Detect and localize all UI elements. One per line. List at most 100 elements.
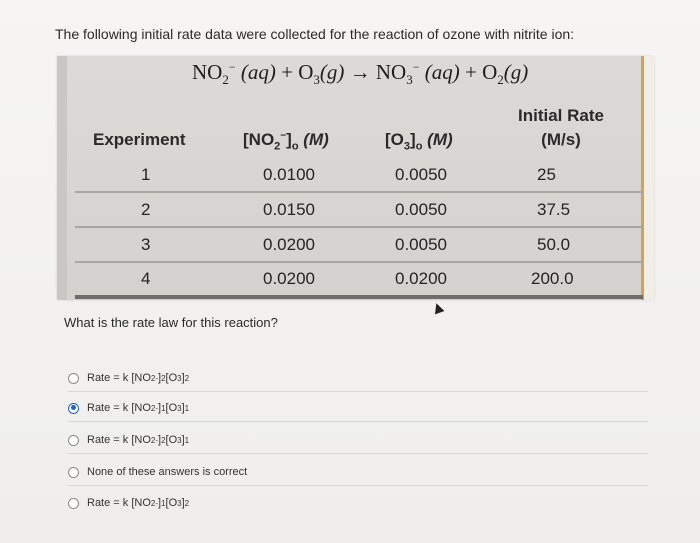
h: Initial Rate [518,106,604,125]
sup: 2 [184,498,190,508]
figure-right-edge [641,56,654,300]
cell-experiment: 4 [141,269,151,288]
reaction-equation: NO2− (aq) + O3(g) → NO3− (aq) + O2(g) [192,60,528,88]
mouse-pointer-icon [431,301,445,315]
radio-icon[interactable] [68,434,79,446]
sub: 3 [406,72,413,88]
reactant-ozone: O [298,60,314,84]
t: None of these answers is correct [87,466,248,478]
sup: − [228,60,236,74]
cell-no2: 0.0150 [263,200,315,219]
t: Rate = k [NO [87,497,151,509]
radio-icon[interactable] [68,466,79,478]
product-nitrate: NO [375,60,407,84]
table-row: 2 0.0150 0.0050 37.5 [75,193,643,228]
h: [O [385,130,404,149]
sub: 3 [177,435,182,445]
cell-rate: 50.0 [537,235,571,254]
choice-2[interactable]: Rate = k [NO 2-] 1 [O 3] 1 [68,395,648,422]
cell-o3: 0.0050 [395,165,447,184]
cell-no2: 0.0200 [263,269,315,288]
h: (M/s) [541,130,581,149]
plus: + [465,60,477,84]
sub: 3 [177,403,182,413]
cell-o3: 0.0050 [395,200,447,219]
sup: 2 [161,373,166,383]
table-row: 4 0.0200 0.0200 200.0 [75,262,643,299]
sup: - [155,403,159,413]
header-rate: Initial Rate (M/s) [505,106,617,150]
sup: 1 [161,498,166,508]
table-row: 3 0.0200 0.0050 50.0 [75,228,643,263]
h: ] [286,130,292,149]
reaction-arrow: → [349,60,371,84]
t: [O [165,402,178,414]
plus: + [281,60,293,84]
state: (aq) [424,60,460,84]
sup: - [155,498,159,508]
sup: 2 [184,373,190,383]
sub: 2 [150,373,156,383]
product-oxygen: O [482,60,498,84]
sub: 3 [177,498,182,508]
cell-rate: 200.0 [531,269,574,288]
t: Rate = k [NO [87,434,151,446]
t: [O [165,434,178,446]
cell-experiment: 3 [141,235,151,254]
header-experiment: Experiment [93,130,186,149]
header-o3: [O3]o (M) [385,130,453,152]
cell-experiment: 1 [141,165,151,184]
h: ] [410,130,416,149]
t: Rate = k [NO [87,402,151,414]
t: [O [165,497,178,509]
sub: 2 [150,403,156,413]
reactant-nitrite: NO [192,60,223,84]
sub: 3 [403,140,411,153]
sub: 2 [274,140,281,153]
unit: (M) [427,130,453,149]
sup: 2 [161,435,166,445]
table-row: 1 0.0100 0.0050 25 [75,158,643,193]
sub: o [291,140,299,153]
sub: 2 [497,72,504,88]
cell-o3: 0.0050 [395,235,447,254]
sup: 1 [184,435,190,445]
cell-no2: 0.0100 [263,165,315,184]
unit: (M) [303,130,329,149]
radio-icon[interactable] [68,372,79,384]
sub: 2 [150,435,156,445]
state: (aq) [240,60,276,84]
sub: 3 [177,373,182,383]
sup: - [155,373,159,383]
choice-4[interactable]: None of these answers is correct [68,459,648,486]
intro-text: The following initial rate data were col… [55,26,575,42]
t: [O [165,372,178,384]
sup: − [412,60,420,74]
sub: 2 [150,498,156,508]
sup: − [280,130,287,142]
cell-experiment: 2 [141,200,151,219]
header-no2: [NO2−]o (M) [243,130,329,152]
choice-3[interactable]: Rate = k [NO 2-] 2 [O 3] 1 [68,427,648,454]
radio-selected-icon[interactable] [68,402,79,414]
cell-no2: 0.0200 [263,235,315,254]
choice-1[interactable]: Rate = k [NO 2-] 2 [O 3] 2 [68,365,648,392]
radio-icon[interactable] [68,497,79,509]
cell-rate: 25 [537,165,556,184]
sup: 1 [184,403,190,413]
cell-rate: 37.5 [537,200,571,219]
question-text: What is the rate law for this reaction? [64,315,278,330]
state: (g) [503,60,529,84]
figure-left-edge [57,56,67,300]
cell-o3: 0.0200 [395,269,447,288]
data-figure: NO2− (aq) + O3(g) → NO3− (aq) + O2(g) Ex… [57,56,654,300]
sup: 1 [161,403,166,413]
sub: 2 [222,72,229,88]
rate-data-table: Experiment [NO2−]o (M) [O3]o (M) Initial… [75,100,643,299]
t: Rate = k [NO [87,372,151,384]
sub: 3 [313,72,320,88]
choice-5[interactable]: Rate = k [NO 2-] 1 [O 3] 2 [68,490,648,516]
sub: o [415,140,423,153]
state: (g) [319,60,345,84]
